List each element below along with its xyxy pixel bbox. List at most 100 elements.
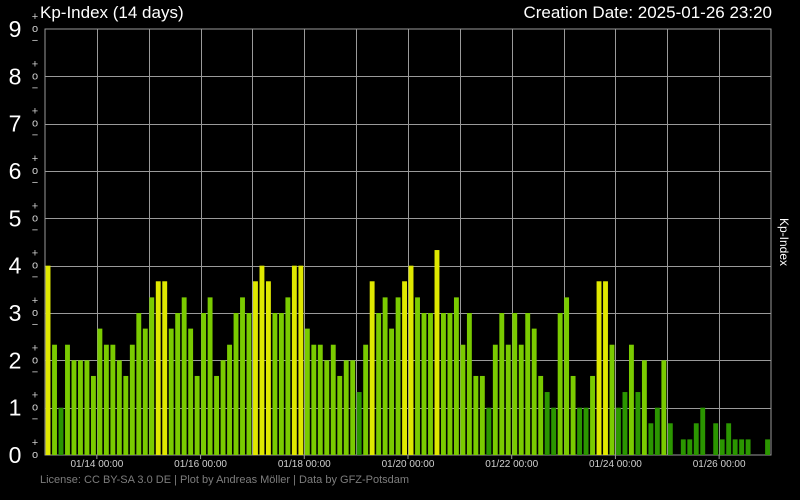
y-minor-label: + [32,106,38,118]
y-minor-label: + [32,437,38,449]
y-minor-label: + [32,295,38,307]
kp-bar [590,375,595,455]
kp-bar [52,344,57,455]
kp-bar [596,281,602,455]
kp-bar [512,313,518,455]
kp-bar [661,360,667,455]
y-tick-label: 2 [9,347,22,373]
kp-bar [337,375,343,455]
kp-bar [65,344,70,455]
y-axis-title: Kp-Index [777,217,791,267]
kp-bar [492,344,498,455]
kp-bar [220,360,226,455]
kp-bar [58,407,64,455]
kp-bar [363,344,369,455]
x-tick-label: 01/16 00:00 [174,459,227,470]
y-minor-label: o [32,307,38,319]
kp-bar [356,392,362,455]
kp-bar [194,375,200,455]
y-minor-label: o [32,212,38,224]
kp-bar [142,328,148,455]
kp-bar [434,250,440,455]
y-minor-label: − [32,130,38,142]
kp-bar [518,344,524,455]
kp-bar [116,360,122,455]
y-minor-label: o [32,118,38,130]
y-tick-label: 0 [9,442,22,468]
kp-bar [330,344,336,455]
kp-bar [382,297,388,455]
chart-title: Kp-Index (14 days) [40,3,184,22]
creation-date: Creation Date: 2025-01-26 23:20 [523,3,772,22]
kp-bar [415,297,420,455]
kp-bar [609,344,615,455]
kp-bar [376,313,382,455]
kp-bar [90,375,96,455]
x-tick-label: 01/24 00:00 [589,459,642,470]
kp-bar [78,360,83,455]
kp-bar [473,375,479,455]
y-minor-label: − [32,82,38,94]
kp-bar [298,265,304,455]
kp-bar [680,439,686,455]
y-minor-label: − [32,35,38,47]
kp-bar [103,344,109,455]
kp-bar [343,360,349,455]
kp-bar [739,439,745,455]
y-tick-label: 4 [9,253,22,279]
y-minor-label: o [32,70,38,82]
x-tick-label: 01/14 00:00 [70,459,123,470]
kp-bar [110,344,116,455]
kp-bar [253,281,258,455]
kp-bar [505,344,511,455]
kp-bar [622,392,628,455]
kp-bar [499,313,505,455]
kp-bar [285,297,291,455]
kp-bar [441,313,446,455]
kp-bar [265,281,271,455]
kp-bar [168,328,174,455]
kp-bar [564,297,570,455]
kp-bar [395,297,401,455]
kp-bar [402,281,407,455]
kp-bar [551,407,557,455]
kp-bar [486,407,492,455]
kp-bar [466,313,472,455]
y-tick-label: 1 [9,395,22,421]
kp-bar [214,375,220,455]
kp-bar [667,423,673,455]
y-minor-label: o [32,165,38,177]
y-minor-label: − [32,177,38,189]
kp-bar [311,344,317,455]
kp-bar [531,328,537,455]
kp-bar [654,407,660,455]
y-minor-label: + [32,390,38,402]
y-tick-label: 9 [9,16,22,42]
kp-bar [525,313,531,455]
kp-bar [479,375,485,455]
y-minor-label: o [32,449,38,461]
y-minor-label: + [32,200,38,212]
kp-bar [136,313,142,455]
kp-bar [460,344,466,455]
x-tick-label: 01/18 00:00 [278,459,331,470]
kp-bar [453,297,459,455]
kp-bar [181,297,187,455]
y-minor-label: − [32,414,38,426]
kp-bar [713,423,719,455]
kp-bar [700,407,706,455]
kp-bar [233,313,239,455]
kp-bar [207,297,213,455]
kp-bar [635,392,641,455]
kp-bar [428,313,433,455]
kp-bar [304,328,310,455]
y-minor-label: + [32,11,38,23]
y-minor-label: + [32,342,38,354]
kp-bar [84,360,90,455]
kp-bar [628,344,634,455]
kp-bar [240,297,245,455]
kp-bar [97,328,103,455]
kp-bar [577,407,583,455]
y-minor-label: o [32,354,38,366]
kp-bar [732,439,738,455]
